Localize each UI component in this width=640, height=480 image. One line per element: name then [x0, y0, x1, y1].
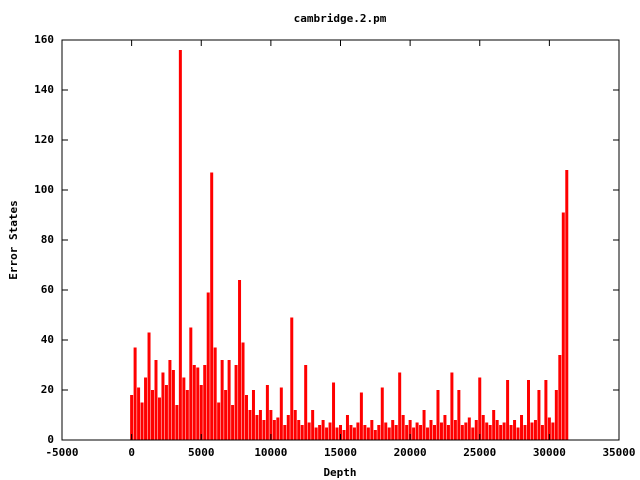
x-tick-label: 15000 [324, 446, 357, 459]
y-tick-label: 120 [34, 133, 54, 146]
x-axis-label: Depth [323, 466, 356, 479]
chart-title: cambridge.2.pm [294, 12, 387, 25]
x-tick-label: 30000 [533, 446, 566, 459]
y-tick-label: 80 [41, 233, 54, 246]
plot-area [130, 50, 569, 440]
x-tick-label: -5000 [45, 446, 78, 459]
x-tick-label: 10000 [254, 446, 287, 459]
x-tick-label: 5000 [188, 446, 215, 459]
x-tick-label: 25000 [463, 446, 496, 459]
y-axis-label: Error States [7, 200, 20, 279]
y-tick-label: 160 [34, 33, 54, 46]
y-tick-label: 40 [41, 333, 54, 346]
y-tick-label: 100 [34, 183, 54, 196]
y-tick-label: 60 [41, 283, 54, 296]
y-tick-label: 20 [41, 383, 54, 396]
x-tick-label: 0 [128, 446, 135, 459]
y-tick-label: 0 [47, 433, 54, 446]
x-tick-label: 20000 [394, 446, 427, 459]
y-tick-label: 140 [34, 83, 54, 96]
x-tick-label: 35000 [602, 446, 635, 459]
